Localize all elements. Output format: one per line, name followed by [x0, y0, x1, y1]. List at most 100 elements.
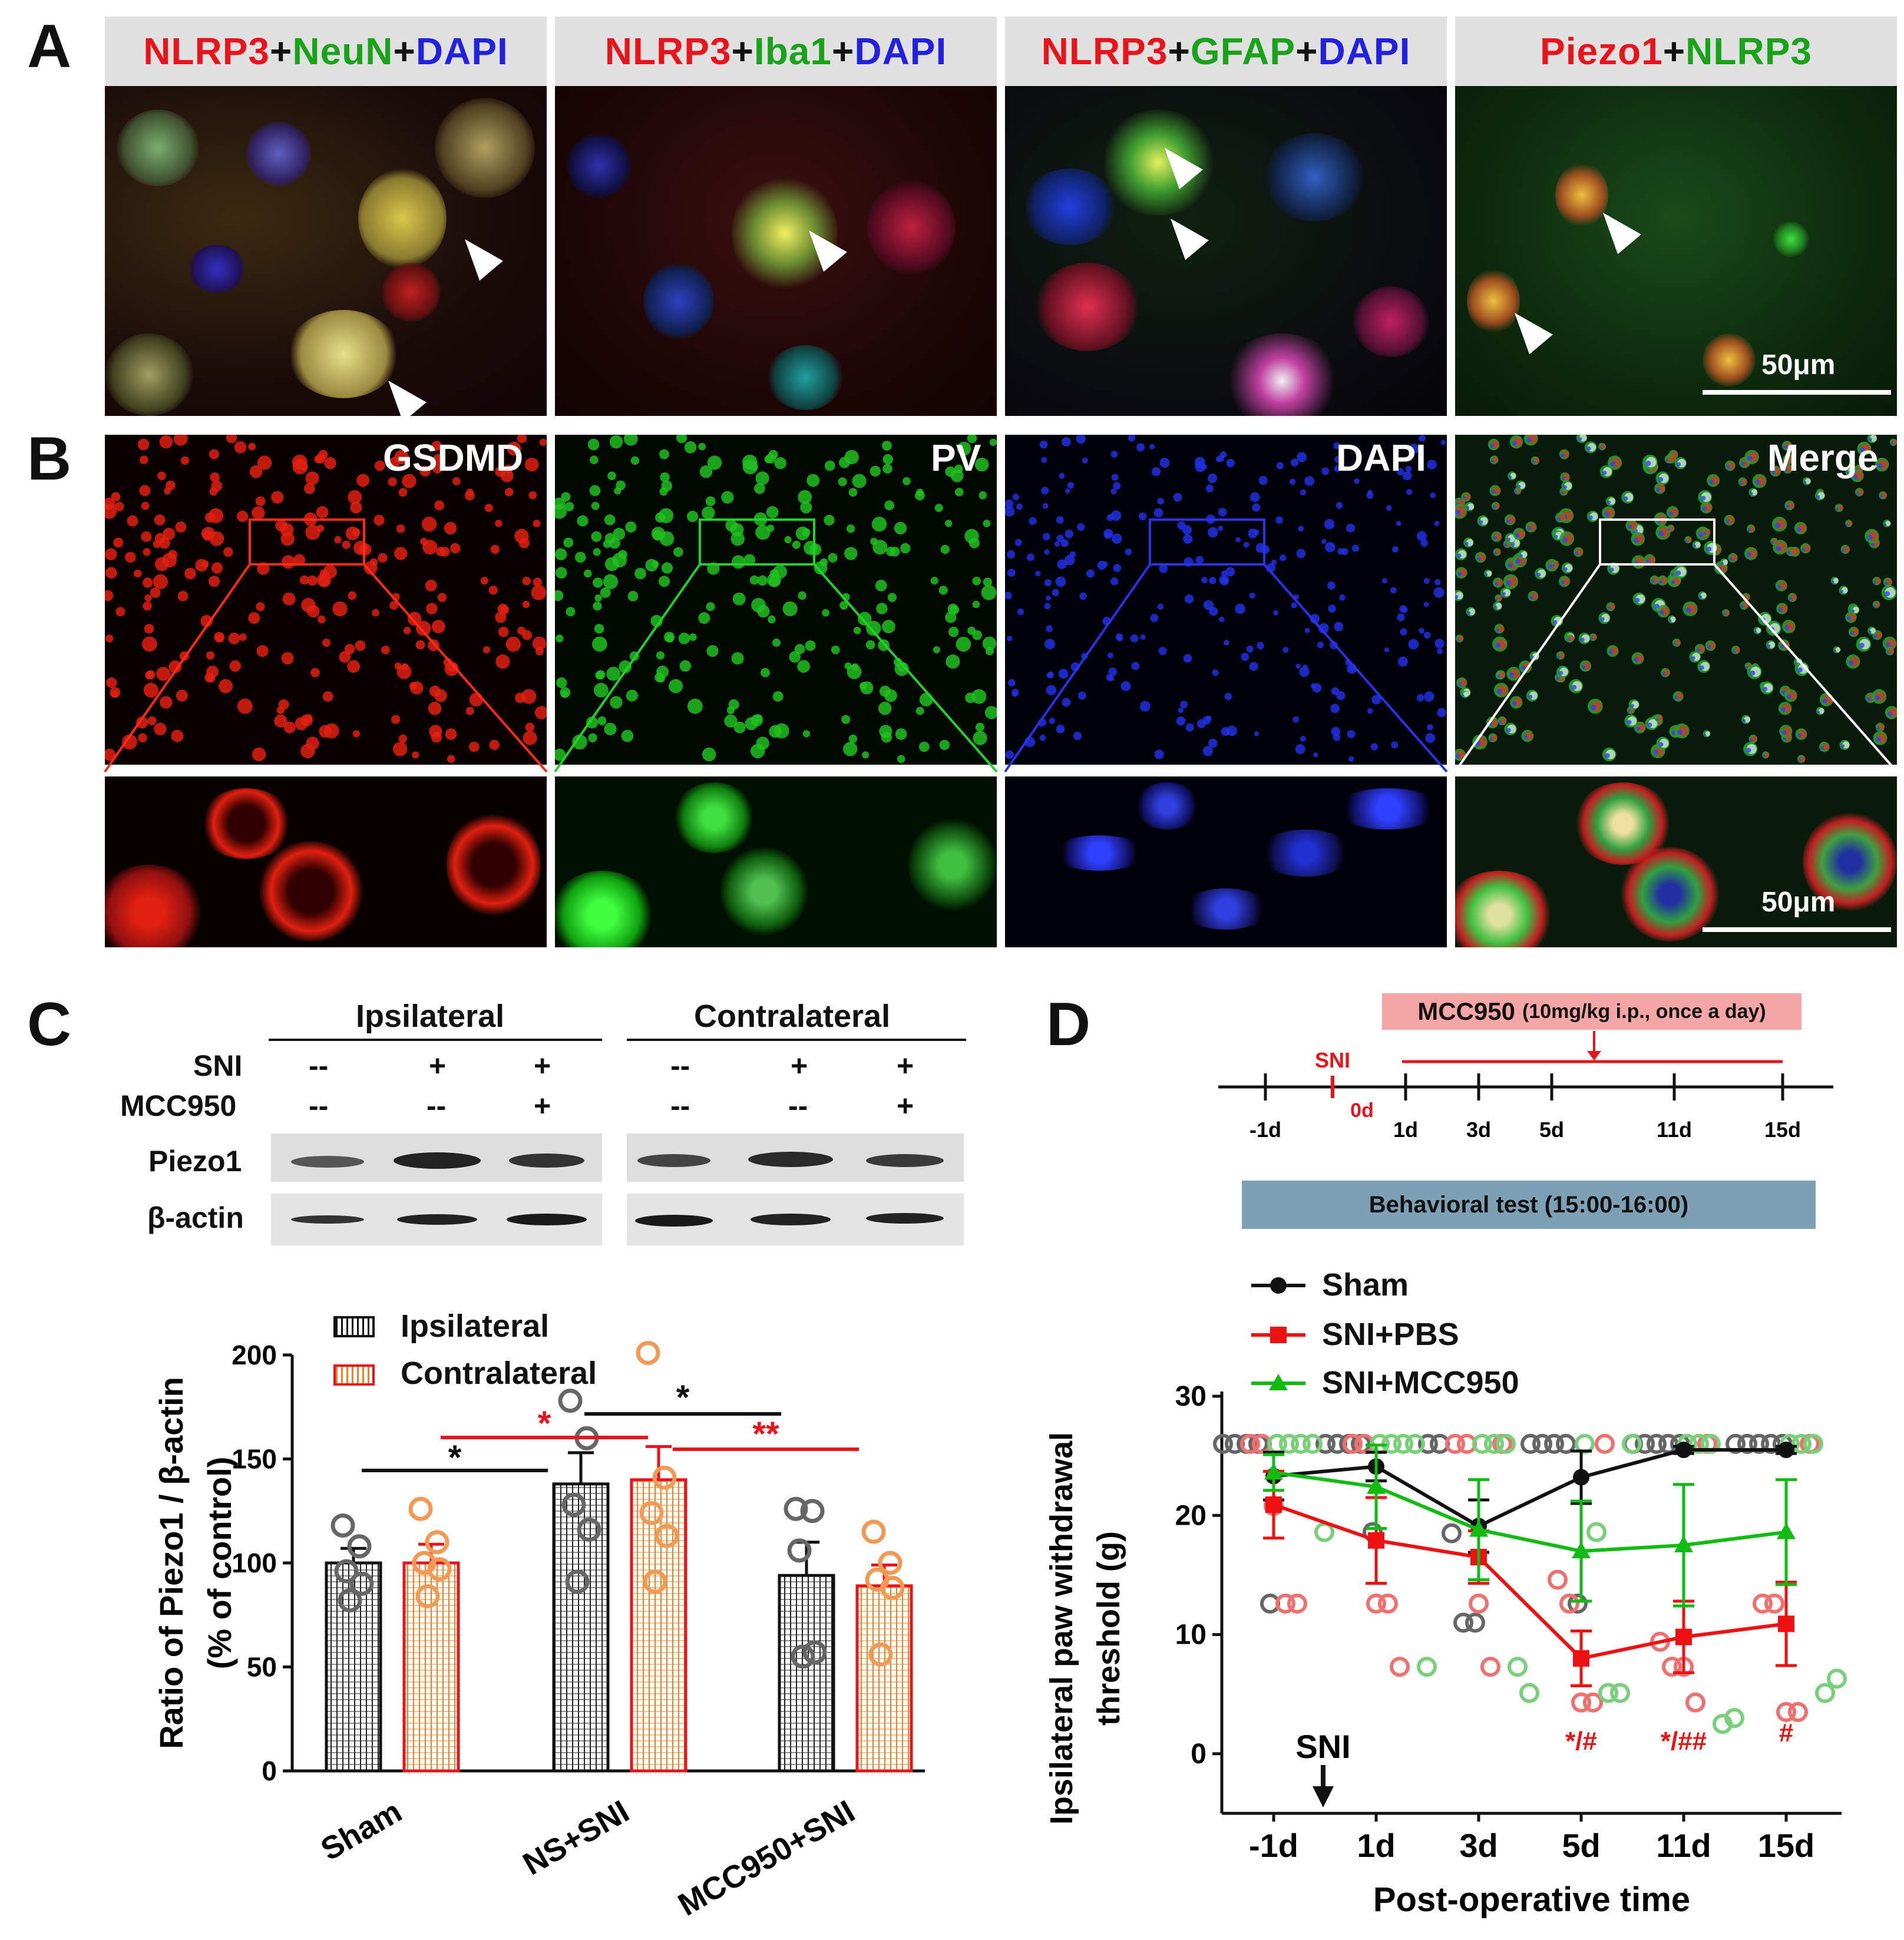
cell-dot	[1875, 602, 1880, 607]
cell-dot	[1561, 454, 1565, 457]
data-point	[1484, 1433, 1504, 1454]
cell-dot	[1396, 468, 1404, 475]
cell-dot	[1313, 752, 1318, 758]
micrograph-nlrp3-gfap	[1005, 86, 1447, 416]
cell-dot	[1847, 471, 1851, 475]
cell-dot	[1235, 603, 1245, 614]
cell-dot	[1215, 456, 1222, 462]
cell-dot	[971, 689, 987, 704]
significance-marker: */#	[1565, 1727, 1597, 1756]
cell-dot	[1495, 597, 1498, 601]
cell-dot	[946, 654, 960, 669]
cell-dot	[1347, 730, 1356, 738]
cell-dot	[412, 751, 419, 759]
cell-dot	[1837, 505, 1843, 511]
cell-dot	[316, 524, 325, 533]
panel-b-title-merge: Merge	[1767, 437, 1879, 479]
series-marker	[1573, 1469, 1589, 1486]
cell-dot	[1005, 499, 1014, 508]
cell-dot	[1370, 743, 1379, 751]
cell-dot	[144, 623, 154, 634]
cell-dot	[1892, 439, 1897, 445]
cell-dot	[1371, 695, 1381, 705]
cell-dot	[1209, 577, 1217, 584]
cell-dot	[689, 633, 697, 641]
cell-dot	[1381, 578, 1387, 584]
cell-dot	[1490, 444, 1494, 448]
cell-dot	[1246, 645, 1254, 653]
cell-dot	[1367, 708, 1373, 714]
cell-dot	[1390, 587, 1397, 594]
cell-dot	[154, 514, 166, 526]
cell-dot	[378, 553, 388, 563]
cell-dot	[1568, 635, 1574, 642]
data-point	[878, 1551, 903, 1575]
cell-dot	[721, 491, 734, 504]
bar-chart-piezo1: 0 50 100 150 200 Ratio of Piezo1 / β-actin (% …	[153, 1340, 925, 1923]
data-point	[1519, 1683, 1539, 1703]
cell-dot	[1506, 728, 1511, 733]
cell-dot	[745, 717, 758, 731]
cell-dot	[226, 435, 237, 444]
cell-dot	[1205, 484, 1214, 493]
cell-dot	[310, 667, 320, 677]
cell-dot	[1386, 505, 1392, 511]
cell-dot	[871, 516, 887, 532]
x-tick-label: 15d	[1758, 1827, 1815, 1864]
data-point	[1390, 1657, 1410, 1677]
cell-dot	[1007, 679, 1016, 687]
panel-d-label: D	[1046, 990, 1091, 1059]
cell-dot	[1159, 457, 1170, 468]
cell-dot	[434, 500, 445, 511]
data-point	[1520, 1433, 1541, 1454]
cell-dot	[757, 575, 768, 586]
timeline-tick-label: -1d	[1250, 1118, 1281, 1137]
cell-dot	[1528, 695, 1533, 699]
cell-dot	[1763, 755, 1766, 758]
header-segment: +	[1662, 30, 1686, 72]
data-point	[1662, 1657, 1682, 1677]
cell-dot	[1869, 438, 1872, 441]
cell-dot	[1391, 741, 1399, 749]
cell-dot	[555, 548, 567, 560]
cell-dot	[255, 496, 266, 507]
cell-dot	[1455, 510, 1460, 515]
data-point	[1472, 1433, 1492, 1454]
cell-dot	[1850, 631, 1854, 635]
cell-dot	[1767, 644, 1771, 648]
cell-dot	[1107, 652, 1113, 659]
cell-dot	[1704, 529, 1711, 536]
data-point	[558, 1389, 583, 1413]
blot-sign: --	[788, 1089, 808, 1122]
cell-dot	[755, 471, 769, 485]
cell-dot	[115, 607, 125, 617]
cell-dot	[848, 734, 858, 743]
cell-dot	[140, 455, 148, 464]
cell-dot	[1304, 627, 1310, 633]
cell-dot	[1657, 715, 1663, 721]
cell-dot	[651, 560, 659, 568]
cell-dot	[1671, 573, 1675, 577]
data-point	[1508, 1657, 1528, 1677]
cell-merged	[1620, 847, 1720, 941]
cell-dot	[679, 660, 692, 672]
cell-dot	[919, 741, 930, 752]
cell-dot	[1660, 610, 1664, 615]
cell-dot	[555, 748, 566, 761]
cell-dot	[625, 521, 637, 533]
cell-blue	[1023, 168, 1117, 245]
data-point	[1287, 1593, 1307, 1614]
cell-dot	[1721, 562, 1724, 565]
cell-dot	[1062, 698, 1071, 707]
legend-marker-sni-pbs	[1270, 1327, 1287, 1343]
cell-dot	[881, 441, 892, 451]
cell-dot	[141, 531, 152, 542]
cell-dot	[594, 623, 604, 634]
cell-dot	[1635, 597, 1640, 603]
cell-dot	[686, 510, 699, 523]
cell-dot	[1786, 504, 1790, 508]
data-point	[1761, 1433, 1781, 1454]
cell-dot	[1675, 640, 1681, 646]
significance-marker: *	[538, 1404, 551, 1443]
header-segment: NLRP3	[1685, 30, 1812, 72]
